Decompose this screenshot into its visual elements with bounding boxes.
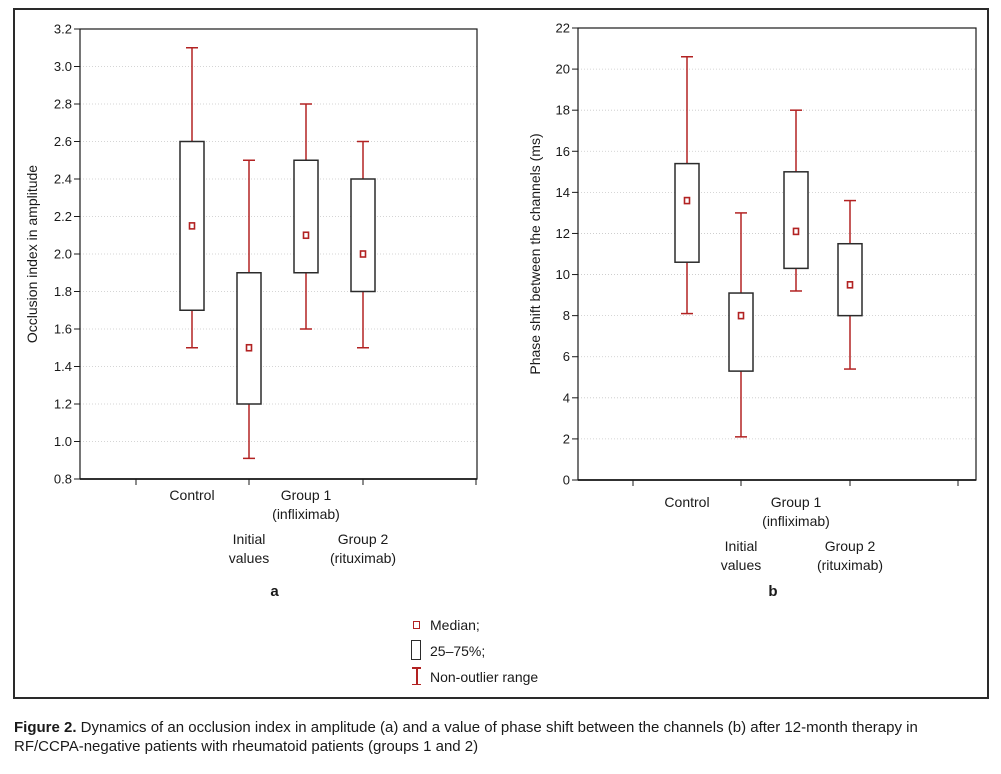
y-tick-label: 2 bbox=[563, 431, 570, 446]
y-tick-label: 4 bbox=[563, 390, 570, 405]
y-tick-label: 2.4 bbox=[54, 172, 72, 187]
category-label: values bbox=[229, 550, 269, 566]
box-marker-icon bbox=[406, 638, 428, 664]
category-label: (rituximab) bbox=[817, 557, 883, 573]
y-tick-label: 8 bbox=[563, 308, 570, 323]
median-marker bbox=[359, 250, 367, 258]
legend: Median; 25–75%; Non-outlier range bbox=[406, 612, 538, 690]
category-label: (rituximab) bbox=[330, 550, 396, 566]
category-label: Group 2 bbox=[825, 538, 876, 554]
category-label: (infliximab) bbox=[762, 513, 830, 529]
legend-item-whisker: Non-outlier range bbox=[406, 664, 538, 690]
y-axis-label: Occlusion index in amplitude bbox=[24, 165, 40, 343]
y-tick-label: 0 bbox=[563, 473, 570, 488]
legend-item-median: Median; bbox=[406, 612, 538, 638]
median-marker bbox=[846, 281, 854, 289]
plot-area bbox=[577, 27, 977, 481]
category-label: Group 1 bbox=[771, 494, 822, 510]
legend-label-box: 25–75%; bbox=[430, 643, 486, 659]
y-tick-label: 1.0 bbox=[54, 434, 72, 449]
category-label: Control bbox=[169, 487, 214, 503]
category-label: values bbox=[721, 557, 761, 573]
panel-label: b bbox=[768, 583, 777, 600]
y-tick-label: 2.6 bbox=[54, 134, 72, 149]
median-marker bbox=[737, 311, 745, 320]
legend-item-box: 25–75%; bbox=[406, 638, 538, 664]
median-marker bbox=[245, 343, 253, 352]
category-label: (infliximab) bbox=[272, 506, 340, 522]
category-label: Group 2 bbox=[338, 531, 389, 547]
legend-label-whisker: Non-outlier range bbox=[430, 669, 539, 685]
y-tick-label: 6 bbox=[563, 349, 570, 364]
category-label: Group 1 bbox=[281, 487, 332, 503]
whisker-marker-icon bbox=[406, 664, 428, 690]
median-marker bbox=[302, 231, 310, 240]
y-tick-label: 22 bbox=[556, 21, 570, 36]
y-tick-label: 2.2 bbox=[54, 209, 72, 224]
median-marker bbox=[188, 222, 196, 230]
y-tick-label: 1.6 bbox=[54, 322, 72, 337]
iqr-box bbox=[783, 171, 809, 270]
y-tick-label: 10 bbox=[556, 267, 570, 282]
y-tick-label: 1.8 bbox=[54, 284, 72, 299]
iqr-box bbox=[236, 272, 262, 405]
category-label: Initial bbox=[233, 531, 266, 547]
y-tick-label: 3.0 bbox=[54, 59, 72, 74]
category-label: Initial bbox=[725, 538, 758, 554]
y-tick-label: 1.2 bbox=[54, 397, 72, 412]
figure-caption: Figure 2. Dynamics of an occlusion index… bbox=[14, 718, 989, 756]
panel-label: a bbox=[270, 583, 279, 600]
caption-label: Figure 2. bbox=[14, 719, 77, 736]
legend-label-median: Median; bbox=[430, 617, 480, 633]
y-axis-label: Phase shift between the channels (ms) bbox=[527, 133, 543, 374]
iqr-box bbox=[674, 162, 700, 263]
median-marker-icon bbox=[406, 612, 428, 638]
figure-frame bbox=[13, 8, 989, 699]
y-tick-label: 14 bbox=[556, 185, 570, 200]
y-tick-label: 2.8 bbox=[54, 97, 72, 112]
category-label: Control bbox=[664, 494, 709, 510]
iqr-box bbox=[350, 178, 376, 293]
median-marker bbox=[792, 227, 800, 236]
iqr-box bbox=[728, 292, 754, 372]
y-tick-label: 20 bbox=[556, 62, 570, 77]
y-tick-label: 0.8 bbox=[54, 472, 72, 487]
y-tick-label: 16 bbox=[556, 144, 570, 159]
iqr-box bbox=[293, 159, 319, 274]
y-tick-label: 2.0 bbox=[54, 247, 72, 262]
y-tick-label: 1.4 bbox=[54, 359, 72, 374]
y-tick-label: 3.2 bbox=[54, 22, 72, 37]
median-marker bbox=[683, 196, 691, 205]
caption-text: Dynamics of an occlusion index in amplit… bbox=[14, 719, 918, 755]
y-tick-label: 18 bbox=[556, 103, 570, 118]
y-tick-label: 12 bbox=[556, 226, 570, 241]
iqr-box bbox=[837, 242, 863, 317]
